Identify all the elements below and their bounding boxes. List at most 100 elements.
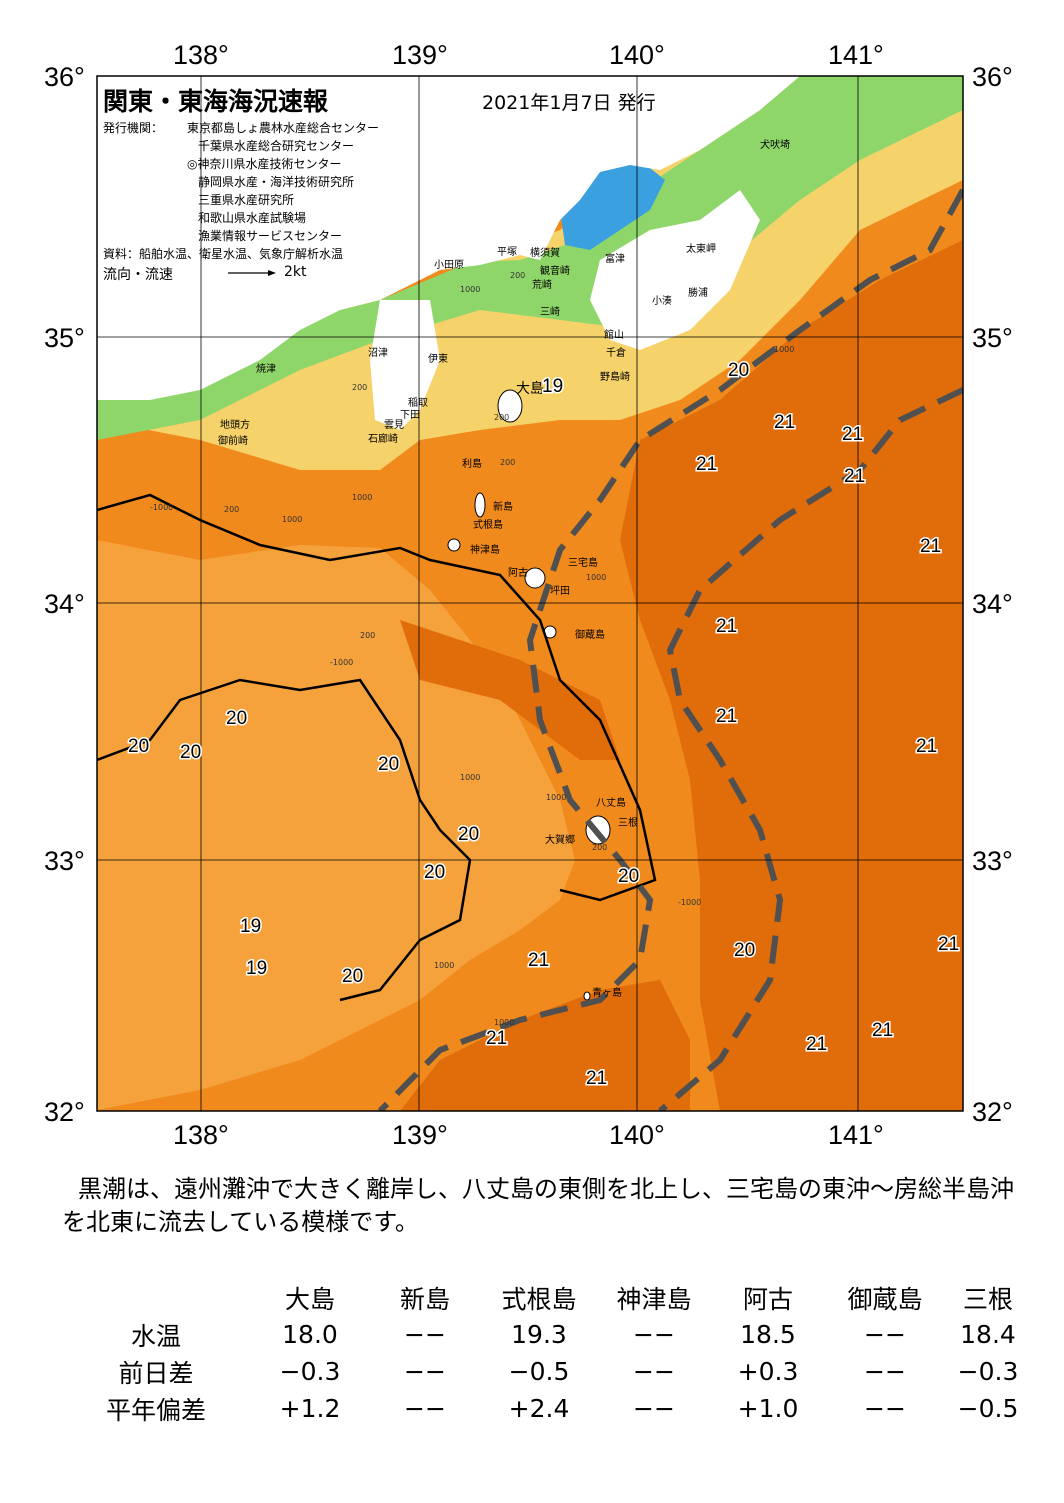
oshima-island bbox=[497, 389, 523, 423]
map-fill bbox=[97, 76, 963, 1111]
depth-label: 1000 bbox=[352, 493, 372, 502]
temperature-label: 20 bbox=[378, 754, 399, 775]
organization-item: 千葉県水産総合研究センター bbox=[198, 139, 355, 153]
kuroshio-axis-south bbox=[658, 387, 963, 1111]
temperature-label: 20 bbox=[128, 736, 149, 757]
graticule bbox=[97, 76, 963, 1111]
temperature-label: 21 bbox=[938, 934, 959, 955]
place-label: 大島 bbox=[516, 381, 544, 397]
miyakejima-island bbox=[524, 567, 546, 589]
temperature-label: 19 bbox=[246, 958, 267, 979]
row-label: 水温 bbox=[130, 1321, 181, 1351]
temperature-label: 21 bbox=[716, 706, 737, 727]
station-table: 大島 新島 式根島 神津島 阿古 御蔵島 三根 水温 18.0 −− 19.3 … bbox=[62, 1279, 1032, 1427]
lon-label-140: 140° bbox=[609, 40, 665, 70]
lon-label-141: 141° bbox=[828, 40, 884, 70]
place-labels: 犬吠埼 太東岬 勝浦 小湊 館山 千倉 野島崎 富津 横須賀 観音崎 荒崎 三崎… bbox=[218, 138, 790, 999]
temperature-label: 21 bbox=[696, 454, 717, 475]
sea-temperature-map: 犬吠埼 太東岬 勝浦 小湊 館山 千倉 野島崎 富津 横須賀 観音崎 荒崎 三崎… bbox=[96, 75, 964, 1112]
place-label: 雲見 bbox=[384, 419, 404, 431]
table-cell: −0.5 bbox=[957, 1394, 1019, 1423]
place-label: 稲取 bbox=[408, 397, 428, 409]
table-cell: 18.4 bbox=[960, 1320, 1016, 1349]
station-name: 三根 bbox=[962, 1284, 1013, 1314]
place-label: 地頭方 bbox=[220, 418, 250, 431]
place-label: 太東岬 bbox=[686, 242, 716, 255]
place-label: 三宅島 bbox=[568, 556, 598, 569]
place-label: 八丈島 bbox=[596, 796, 626, 809]
station-name: 阿古 bbox=[742, 1284, 793, 1314]
table-cell: 19.3 bbox=[511, 1320, 567, 1349]
row-label-header bbox=[62, 1279, 250, 1316]
place-label: 伊東 bbox=[428, 352, 448, 365]
publisher-label: 発行機関： bbox=[103, 121, 164, 135]
temperature-label: 20 bbox=[458, 824, 479, 845]
place-label: 焼津 bbox=[256, 363, 276, 375]
temperature-label: 20 bbox=[342, 966, 363, 987]
depth-label: 200 bbox=[592, 843, 607, 852]
table-cell: +1.0 bbox=[737, 1394, 799, 1423]
lat-label-36: 36° bbox=[44, 62, 85, 92]
coastal-green-water bbox=[97, 76, 963, 440]
station-header-row: 大島 新島 式根島 神津島 阿古 御蔵島 三根 bbox=[62, 1279, 1032, 1316]
lat-label-34: 34° bbox=[44, 589, 85, 619]
izu-land bbox=[370, 300, 440, 430]
station-name: 御蔵島 bbox=[847, 1284, 923, 1314]
organization-item: 和歌山県水産試験場 bbox=[198, 211, 307, 225]
current-legend-label: 流向・流速 bbox=[103, 267, 173, 283]
table-cell: +2.4 bbox=[508, 1394, 570, 1423]
lon-label-138: 138° bbox=[173, 40, 229, 70]
table-cell: −− bbox=[633, 1320, 675, 1349]
place-label: 小田原 bbox=[434, 259, 464, 271]
lat-label-36-right: 36° bbox=[972, 62, 1013, 92]
depth-label: 200 bbox=[494, 413, 509, 422]
temperature-label: 21 bbox=[486, 1028, 507, 1049]
place-label: 新島 bbox=[493, 500, 513, 513]
temperature-label: 21 bbox=[842, 424, 863, 445]
kuroshio-core-mid bbox=[400, 620, 620, 760]
lat-label-35-right: 35° bbox=[972, 323, 1013, 353]
temperature-label: 20 bbox=[226, 708, 247, 729]
place-label: 三崎 bbox=[540, 305, 560, 318]
depth-label: 1000 bbox=[434, 961, 454, 970]
depth-label: 200 bbox=[224, 505, 239, 514]
depth-label: 1000 bbox=[282, 515, 302, 524]
depth-label: 200 bbox=[510, 271, 525, 280]
temperature-label: 20 bbox=[728, 360, 749, 381]
kuroshio-core-south bbox=[400, 980, 690, 1111]
place-label: 野島崎 bbox=[600, 370, 630, 383]
temperature-label: 21 bbox=[872, 1020, 893, 1041]
table-cell: −− bbox=[633, 1394, 675, 1423]
table-cell: −0.3 bbox=[279, 1357, 341, 1386]
table-cell: 18.5 bbox=[740, 1320, 796, 1349]
place-label: 犬吠埼 bbox=[760, 138, 790, 151]
place-label: 富津 bbox=[605, 252, 625, 265]
summary-text: 黒潮は、遠州灘沖で大きく離岸し、八丈島の東側を北上し、三宅島の東沖～房総半島沖を… bbox=[62, 1175, 1014, 1236]
lon-label-140-bottom: 140° bbox=[609, 1120, 665, 1150]
place-label: 千倉 bbox=[606, 346, 626, 359]
place-label: 神津島 bbox=[470, 543, 500, 556]
place-label: 荒崎 bbox=[532, 278, 552, 291]
station-name: 神津島 bbox=[616, 1284, 692, 1314]
kozushima-island bbox=[447, 538, 461, 552]
table-cell: −0.5 bbox=[508, 1357, 570, 1386]
depth-label: 1000 bbox=[494, 1018, 514, 1027]
lat-label-32: 32° bbox=[44, 1097, 85, 1127]
table-cell: +0.3 bbox=[737, 1357, 799, 1386]
kuroshio-core-east bbox=[620, 240, 963, 1111]
depth-label: -1000 bbox=[330, 658, 353, 667]
depth-labels: 1000 200 200 1000 200 1000 1000 200 200 … bbox=[150, 271, 794, 1027]
table-cell: −− bbox=[404, 1320, 446, 1349]
temperature-label: 21 bbox=[806, 1034, 827, 1055]
current-legend-scale: 2kt bbox=[284, 264, 307, 280]
lon-label-139: 139° bbox=[392, 40, 448, 70]
isotherm-20-west bbox=[97, 678, 472, 1002]
place-label: 観音崎 bbox=[540, 264, 570, 277]
lat-label-35: 35° bbox=[44, 323, 85, 353]
table-row: 前日差 −0.3 −− −0.5 −− +0.3 −− −0.3 bbox=[62, 1353, 1032, 1390]
table-cell: +1.2 bbox=[279, 1394, 341, 1423]
table-cell: −− bbox=[864, 1357, 906, 1386]
niijima-island bbox=[474, 492, 486, 518]
table-cell: −− bbox=[404, 1394, 446, 1423]
isotherm-20-line bbox=[97, 493, 657, 902]
